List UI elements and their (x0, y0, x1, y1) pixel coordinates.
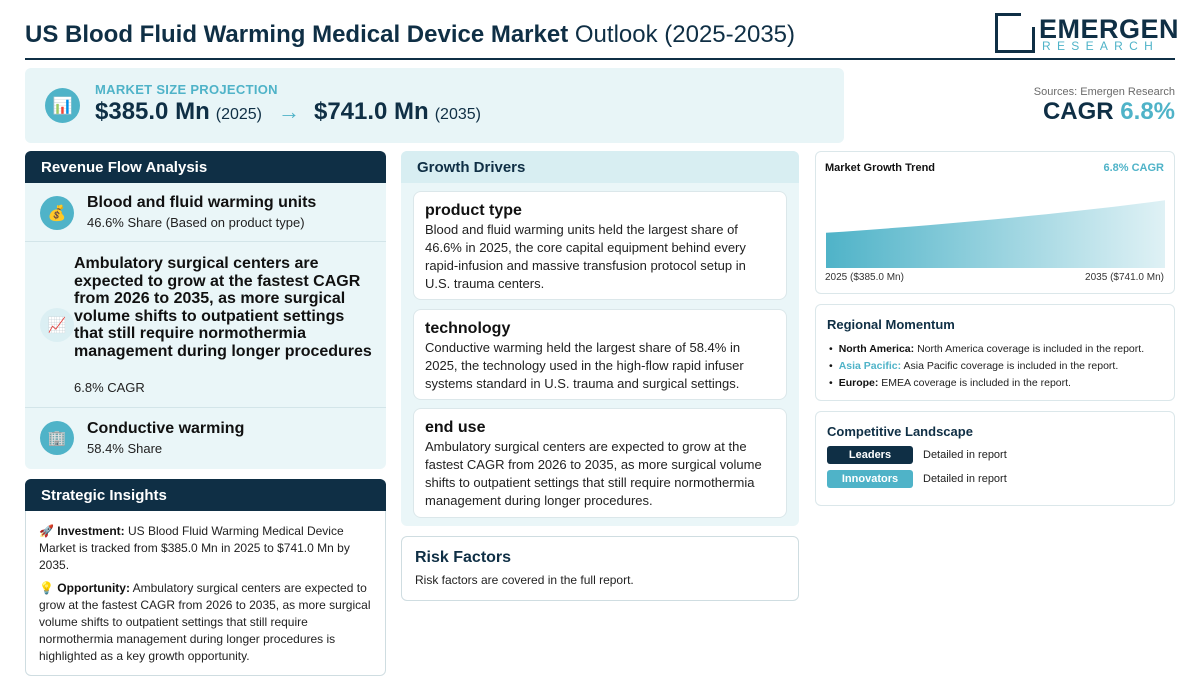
driver-text: Blood and fluid warming units held the l… (425, 222, 746, 291)
page-header: US Blood Fluid Warming Medical Device Ma… (25, 12, 1179, 60)
logo-mark (995, 13, 1035, 53)
strategic-insights-card: Strategic Insights 🚀 Investment: US Bloo… (25, 479, 386, 676)
region-text: Asia Pacific coverage is included in the… (901, 360, 1119, 372)
rocket-icon: 🚀 (39, 524, 54, 538)
insight-label: Opportunity: (57, 581, 130, 595)
logo-sub: RESEARCH (1042, 39, 1160, 53)
driver-card: technology Conductive warming held the l… (413, 309, 787, 400)
insight-investment: 🚀 Investment: US Blood Fluid Warming Med… (39, 523, 376, 574)
region-item: Asia Pacific: Asia Pacific coverage is i… (829, 358, 1144, 375)
bar-chart-icon: 📊 (45, 88, 80, 123)
page-title-bold: US Blood Fluid Warming Medical Device Ma… (25, 21, 569, 48)
revenue-item: 📈 Ambulatory surgical centers are expect… (25, 242, 386, 408)
building-icon: 🏢 (40, 421, 74, 455)
revenue-item-title: Blood and fluid warming units (87, 194, 317, 211)
driver-title: end use (425, 419, 486, 436)
chart-title: Market Growth Trend (825, 162, 936, 174)
innovators-note: Detailed in report (923, 473, 1007, 485)
innovators-badge: Innovators (827, 470, 913, 488)
region-label: Europe: (838, 377, 879, 389)
growth-trend-card: Market Growth Trend 6.8% CAGR 2025 ($385… (815, 151, 1175, 294)
driver-title: technology (425, 320, 511, 337)
competitive-heading: Competitive Landscape (827, 424, 973, 439)
strategic-insights-heading: Strategic Insights (25, 479, 386, 511)
risk-factors-text: Risk factors are covered in the full rep… (415, 573, 634, 587)
revenue-item-sub: 58.4% Share (87, 441, 163, 456)
regional-heading: Regional Momentum (827, 317, 955, 332)
cagr-summary: CAGR 6.8% (1043, 98, 1175, 126)
page-title-rest: Outlook (2025-2035) (568, 21, 796, 48)
trend-chart-icon: 📈 (40, 308, 74, 342)
regional-list: North America: North America coverage is… (829, 341, 1144, 392)
start-year: (2025) (215, 106, 262, 123)
end-year: (2035) (434, 106, 481, 123)
revenue-item-sub: 46.6% Share (Based on product type) (87, 215, 305, 230)
insight-label: Investment: (57, 524, 125, 538)
emergen-logo[interactable]: EMERGEN RESEARCH (995, 13, 1179, 55)
driver-text: Conductive warming held the largest shar… (425, 340, 744, 391)
cagr-label: CAGR (1042, 98, 1121, 125)
chart-end-label: 2035 ($741.0 Mn) (1085, 272, 1164, 283)
insight-text: Ambulatory surgical centers are expected… (39, 581, 371, 663)
region-label: Asia Pacific: (838, 360, 902, 372)
logo-name: EMERGEN (1039, 14, 1180, 44)
driver-text: Ambulatory surgical centers are expected… (425, 439, 762, 508)
chart-cagr: 6.8% CAGR (1103, 162, 1164, 174)
start-value: $385.0 Mn (95, 98, 210, 125)
growth-drivers-card: Growth Drivers product type Blood and fl… (401, 151, 799, 526)
leaders-note: Detailed in report (923, 449, 1007, 461)
market-size-values: $385.0 Mn (2025) → $741.0 Mn (2035) (95, 98, 481, 126)
growth-drivers-heading: Growth Drivers (401, 151, 799, 183)
leaders-badge: Leaders (827, 446, 913, 464)
revenue-flow-card: Revenue Flow Analysis 💰 Blood and fluid … (25, 151, 386, 469)
region-item: Europe: EMEA coverage is included in the… (829, 375, 1144, 392)
cagr-value: 6.8% (1120, 98, 1175, 125)
driver-card: end use Ambulatory surgical centers are … (413, 408, 787, 518)
lightbulb-icon: 💡 (39, 581, 54, 595)
revenue-item: 💰 Blood and fluid warming units 46.6% Sh… (25, 183, 386, 242)
insight-text: US Blood Fluid Warming Medical Device Ma… (39, 524, 350, 572)
money-bag-icon: 💰 (40, 196, 74, 230)
trend-area (826, 200, 1165, 268)
regional-momentum-card: Regional Momentum North America: North A… (815, 304, 1175, 401)
market-size-banner: 📊 MARKET SIZE PROJECTION $385.0 Mn (2025… (25, 68, 844, 143)
revenue-item: 🏢 Conductive warming 58.4% Share (25, 408, 386, 469)
growth-trend-chart (826, 200, 1165, 268)
region-text: North America coverage is included in th… (914, 343, 1145, 355)
revenue-item-title: Conductive warming (87, 420, 245, 437)
market-size-label: MARKET SIZE PROJECTION (95, 82, 278, 97)
end-value: $741.0 Mn (313, 98, 429, 125)
page-title: US Blood Fluid Warming Medical Device Ma… (25, 21, 795, 49)
region-item: North America: North America coverage is… (829, 341, 1144, 358)
chart-start-label: 2025 ($385.0 Mn) (825, 272, 904, 283)
revenue-flow-heading: Revenue Flow Analysis (25, 151, 386, 183)
risk-factors-card: Risk Factors Risk factors are covered in… (401, 536, 799, 601)
revenue-item-title: Ambulatory surgical centers are expected… (74, 255, 372, 360)
driver-title: product type (425, 202, 522, 219)
region-label: North America: (838, 343, 915, 355)
source-note: Sources: Emergen Research (1033, 86, 1175, 98)
region-text: EMEA coverage is included in the report. (878, 377, 1071, 389)
arrow-right-icon: → (277, 99, 300, 124)
insight-opportunity: 💡 Opportunity: Ambulatory surgical cente… (39, 580, 376, 665)
risk-factors-heading: Risk Factors (415, 549, 512, 566)
revenue-item-sub: 6.8% CAGR (74, 380, 145, 395)
driver-card: product type Blood and fluid warming uni… (413, 191, 787, 300)
competitive-landscape-card: Competitive Landscape Leaders Detailed i… (815, 411, 1175, 506)
